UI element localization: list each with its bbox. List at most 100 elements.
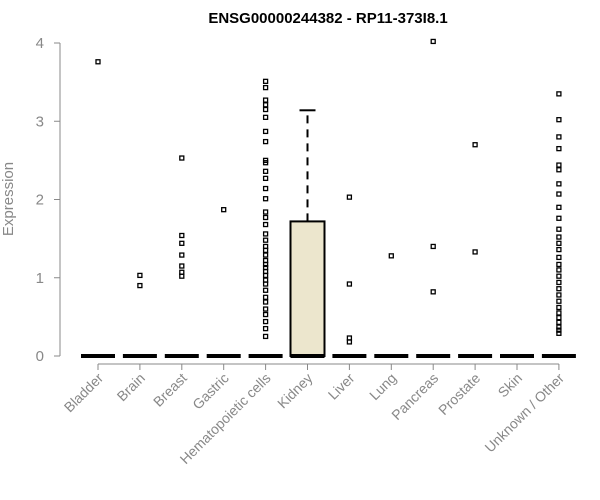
- outlier-point: [262, 247, 269, 254]
- y-tick-label: 3: [36, 113, 44, 130]
- x-tick-label: Liver: [325, 370, 358, 403]
- y-tick-label: 2: [36, 192, 44, 209]
- outlier-point: [262, 261, 269, 268]
- outlier-point: [556, 292, 562, 298]
- outlier-point: [556, 162, 562, 168]
- outlier-point: [179, 273, 185, 279]
- box-group: [374, 253, 409, 358]
- outlier-point: [262, 333, 269, 340]
- outlier-point: [262, 175, 269, 182]
- outlier-point: [556, 273, 562, 279]
- outlier-point: [262, 287, 269, 293]
- box-group: [164, 155, 199, 358]
- outlier-point: [262, 78, 269, 84]
- outlier-point: [179, 240, 185, 246]
- outlier-point: [262, 160, 269, 166]
- outlier-point: [262, 318, 269, 325]
- outlier-point: [430, 243, 436, 250]
- outlier-point: [556, 167, 562, 173]
- x-tick-label: Skin: [495, 370, 526, 401]
- outlier-point: [262, 106, 269, 113]
- outlier-point: [262, 237, 269, 243]
- outlier-point: [556, 315, 562, 321]
- box-group: [206, 207, 241, 358]
- outlier-point: [388, 253, 394, 259]
- outlier-point: [262, 281, 269, 287]
- outlier-point: [556, 304, 562, 311]
- y-tick-label: 4: [36, 35, 44, 52]
- outlier-point: [556, 181, 562, 187]
- outlier-point: [137, 282, 143, 289]
- outlier-point: [556, 234, 562, 240]
- outlier-point: [262, 128, 269, 135]
- box-group: [416, 38, 451, 358]
- outlier-point: [262, 97, 269, 103]
- outlier-point: [556, 330, 562, 336]
- outlier-point: [556, 134, 562, 140]
- outlier-point: [556, 279, 562, 286]
- outlier-point: [262, 294, 269, 300]
- outlier-point: [430, 38, 436, 45]
- outlier-point: [179, 252, 185, 258]
- y-axis: 0 1 2 3 4: [36, 35, 61, 365]
- x-tick-label: Lung: [366, 370, 399, 403]
- y-tick-label: 0: [36, 348, 44, 365]
- outlier-point: [556, 191, 562, 197]
- outlier-point: [556, 254, 562, 261]
- outlier-point: [556, 327, 562, 333]
- outlier-point: [472, 249, 478, 255]
- x-tick-label: Brain: [114, 370, 148, 404]
- outlier-point: [556, 310, 562, 316]
- outlier-point: [262, 231, 269, 237]
- outlier-point: [262, 185, 269, 192]
- box-group: [81, 59, 115, 358]
- outlier-point: [346, 281, 353, 287]
- outlier-point: [556, 91, 562, 97]
- outlier-point: [556, 145, 562, 152]
- box-group: [332, 194, 367, 358]
- outlier-point: [472, 142, 478, 148]
- outlier-point: [556, 267, 562, 273]
- outlier-point: [262, 299, 269, 305]
- outlier-point: [556, 240, 562, 246]
- outlier-point: [262, 221, 269, 228]
- outlier-point: [262, 84, 269, 91]
- outlier-point: [179, 263, 185, 269]
- x-tick-label: Pancreas: [388, 370, 441, 423]
- outlier-point: [179, 155, 185, 161]
- outlier-point: [262, 214, 269, 221]
- chart-title: ENSG00000244382 - RP11-373I8.1: [208, 10, 447, 27]
- x-tick-label: Bladder: [61, 370, 107, 416]
- y-tick-label: 1: [36, 270, 44, 287]
- outlier-point: [556, 319, 562, 326]
- outlier-point: [262, 138, 269, 145]
- outlier-point: [556, 215, 562, 221]
- x-tick-label: Kidney: [274, 370, 316, 412]
- outlier-point: [262, 114, 269, 120]
- outlier-point: [262, 272, 269, 279]
- outlier-point: [262, 306, 269, 312]
- outlier-point: [95, 59, 101, 65]
- outlier-point: [221, 207, 227, 213]
- outlier-point: [262, 252, 269, 258]
- outlier-point: [556, 324, 562, 330]
- y-axis-label: Expression: [0, 162, 17, 236]
- x-tick-label: Unknown / Other: [481, 370, 567, 456]
- outlier-point: [262, 311, 269, 318]
- outlier-point: [262, 209, 269, 215]
- x-tick-label: Breast: [150, 370, 190, 410]
- box-group: [248, 78, 283, 358]
- box-group: [458, 142, 493, 358]
- outlier-point: [556, 117, 562, 123]
- outlier-point: [346, 194, 353, 200]
- outlier-point: [430, 289, 436, 295]
- plot-area: [81, 38, 576, 358]
- box-group: [289, 109, 326, 358]
- outlier-point: [262, 196, 269, 202]
- outlier-point: [556, 286, 562, 292]
- outlier-point: [262, 325, 269, 332]
- outlier-point: [556, 261, 562, 268]
- outlier-point: [262, 102, 269, 108]
